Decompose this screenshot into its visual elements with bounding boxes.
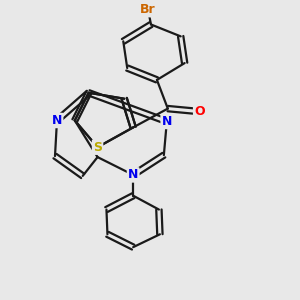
Text: S: S [93, 141, 102, 154]
Text: N: N [162, 115, 172, 128]
Text: Br: Br [140, 3, 156, 16]
Text: N: N [52, 114, 62, 127]
Text: N: N [128, 168, 138, 182]
Text: O: O [194, 105, 205, 118]
